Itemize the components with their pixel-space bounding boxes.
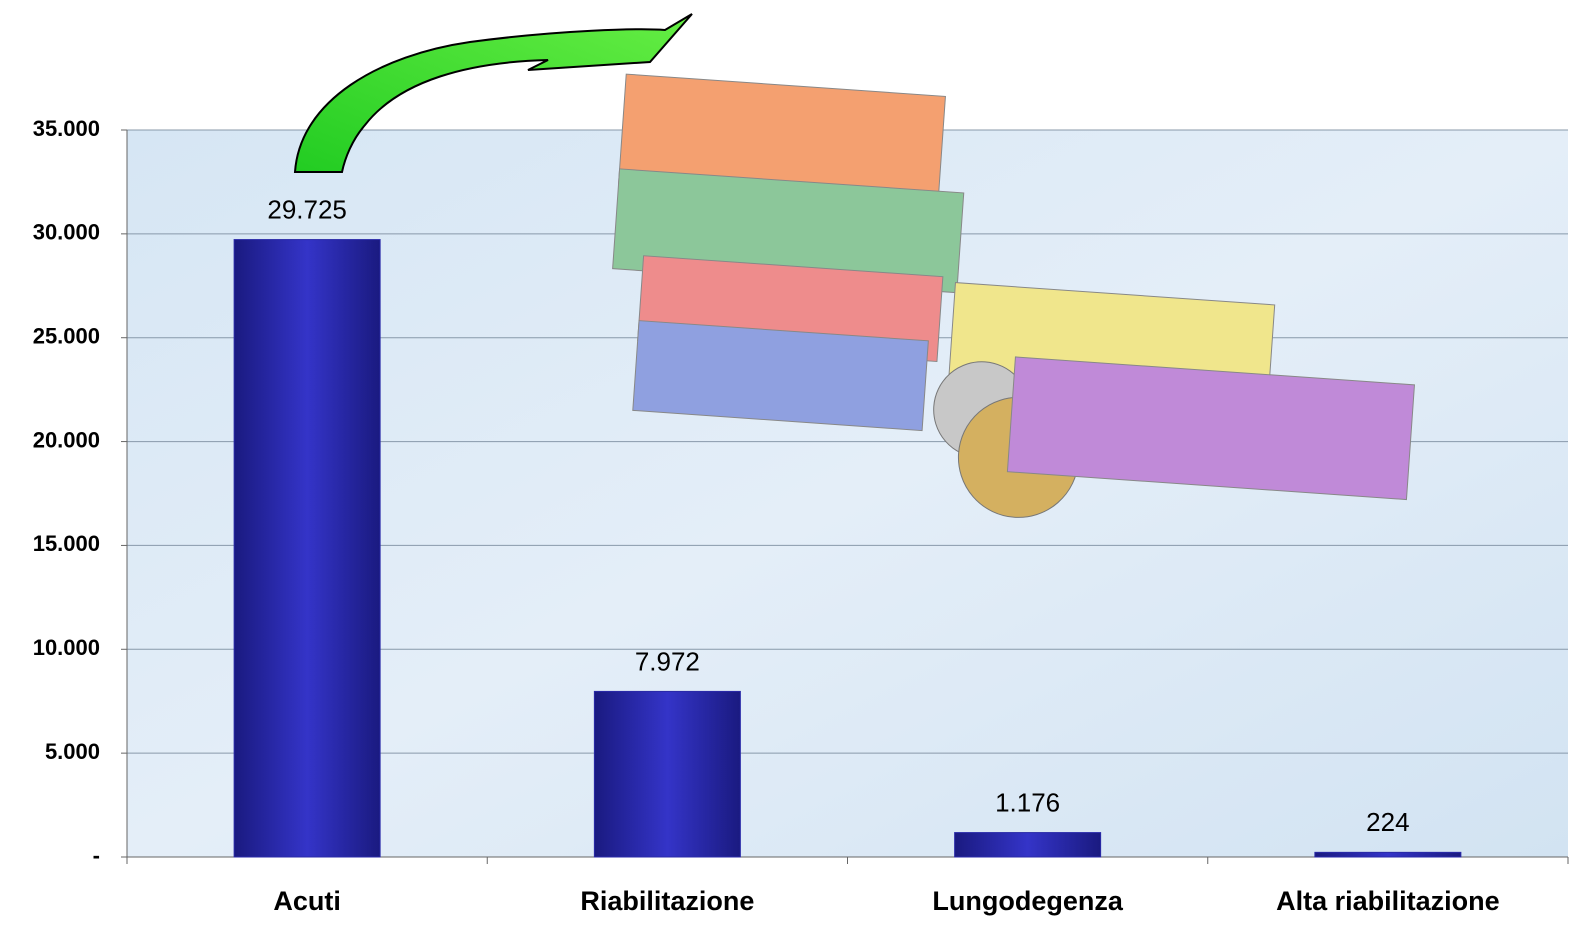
y-tick-label: 15.000 [33,531,100,556]
decoration [293,13,1415,518]
bar [593,690,741,858]
x-tick-label: Acuti [273,886,341,916]
value-label: 7.972 [635,646,700,676]
x-tick-label: Alta riabilitazione [1276,886,1500,916]
y-tick-label: - [93,843,100,868]
value-label: 1.176 [995,787,1060,817]
note-500 [1006,356,1415,501]
y-tick-label: 5.000 [45,739,100,764]
bar [1314,851,1462,858]
arrow [293,13,693,173]
y-tick-label: 10.000 [33,635,100,660]
y-tick-label: 35.000 [33,116,100,141]
y-tick-label: 20.000 [33,427,100,452]
y-tick-label: 25.000 [33,324,100,349]
bar [954,832,1102,858]
x-tick-label: Lungodegenza [932,886,1123,916]
value-label: 224 [1366,807,1409,837]
bar [233,239,381,858]
value-label: 29.725 [267,194,347,224]
x-tick-label: Riabilitazione [580,886,754,916]
y-tick-label: 30.000 [33,220,100,245]
note-20 [632,320,929,432]
banknotes [612,73,1415,518]
